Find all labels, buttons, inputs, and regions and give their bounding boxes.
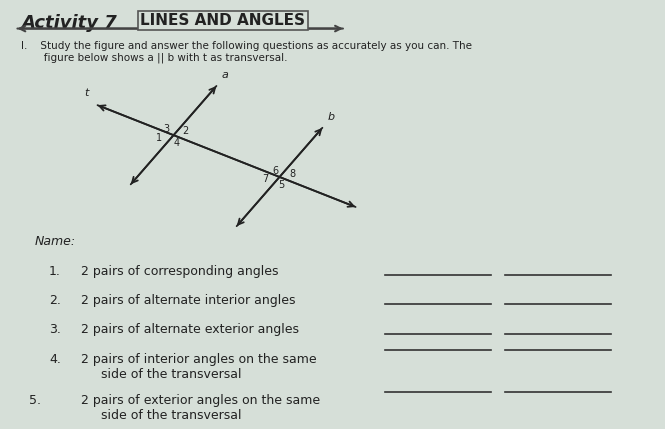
- Text: 5.: 5.: [29, 394, 41, 408]
- Text: 3: 3: [163, 124, 170, 134]
- Text: 2 pairs of exterior angles on the same
     side of the transversal: 2 pairs of exterior angles on the same s…: [81, 394, 320, 422]
- Text: 6: 6: [272, 166, 278, 175]
- Text: 2 pairs of interior angles on the same
     side of the transversal: 2 pairs of interior angles on the same s…: [81, 353, 317, 381]
- Text: 2 pairs of alternate exterior angles: 2 pairs of alternate exterior angles: [81, 323, 299, 336]
- Text: 2: 2: [182, 126, 188, 136]
- Text: I.    Study the figure and answer the following questions as accurately as you c: I. Study the figure and answer the follo…: [21, 41, 472, 63]
- Text: 2 pairs of corresponding angles: 2 pairs of corresponding angles: [81, 265, 279, 278]
- Text: LINES AND ANGLES: LINES AND ANGLES: [140, 13, 305, 28]
- Text: 2 pairs of alternate interior angles: 2 pairs of alternate interior angles: [81, 294, 295, 307]
- Text: 2.: 2.: [49, 294, 61, 307]
- Text: 4: 4: [174, 138, 180, 148]
- Text: a: a: [221, 69, 229, 80]
- Text: t: t: [84, 88, 88, 98]
- Text: Name:: Name:: [35, 236, 76, 248]
- Text: 3.: 3.: [49, 323, 61, 336]
- Text: 7: 7: [262, 174, 268, 184]
- Text: 4.: 4.: [49, 353, 61, 366]
- Text: Activity 7: Activity 7: [21, 14, 117, 32]
- Text: 8: 8: [289, 169, 296, 179]
- Text: b: b: [328, 112, 334, 121]
- Text: 5: 5: [278, 180, 284, 190]
- Text: 1: 1: [156, 133, 162, 143]
- Text: 1.: 1.: [49, 265, 61, 278]
